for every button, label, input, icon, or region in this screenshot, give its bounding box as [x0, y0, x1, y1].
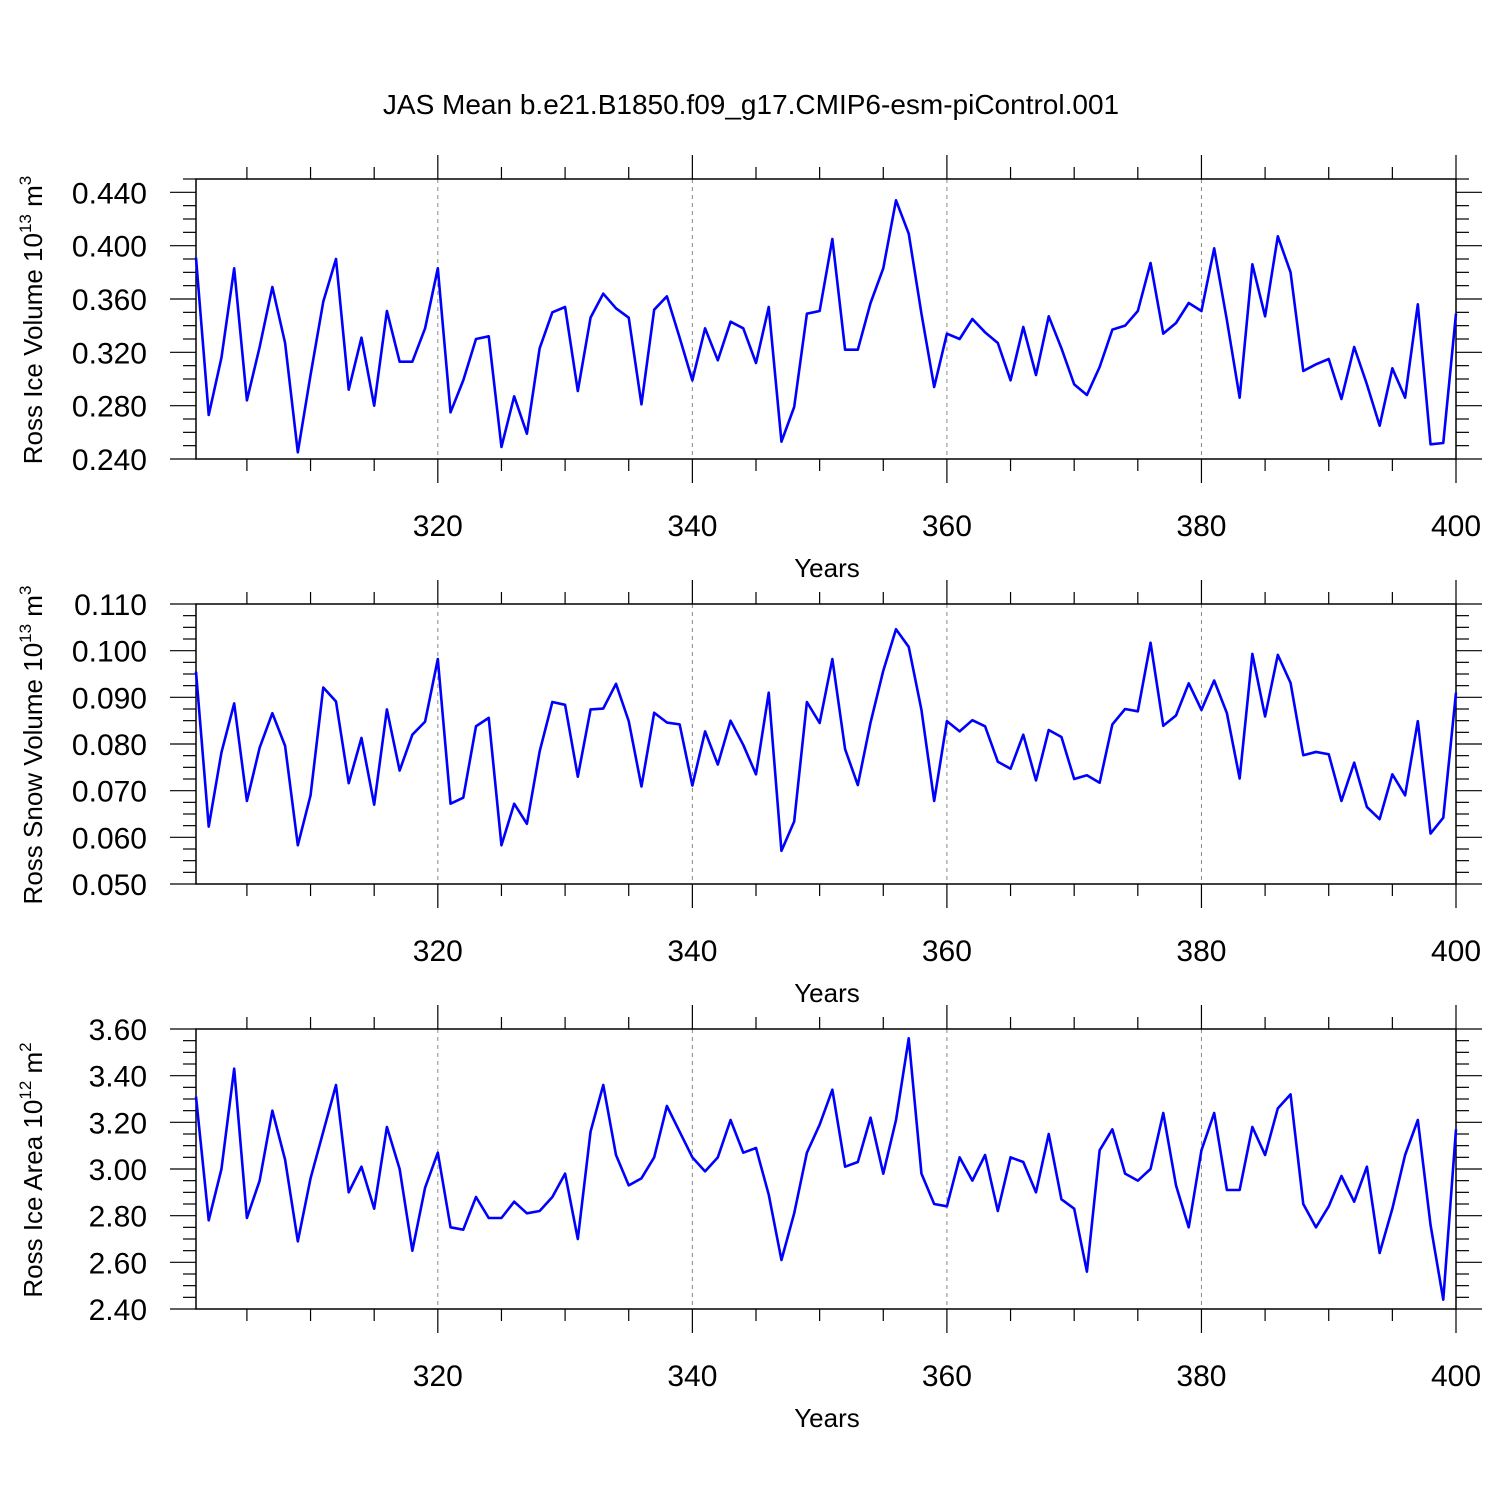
y-tick-label: 0.090	[72, 682, 147, 715]
y-tick-label: 0.080	[72, 729, 147, 762]
x-tick-label: 380	[1176, 1360, 1226, 1393]
y-tick-label: 0.360	[72, 284, 147, 317]
plot-frame	[195, 1028, 1457, 1310]
y-tick-label: 2.80	[89, 1201, 147, 1234]
x-tick-label: 360	[922, 1360, 972, 1393]
x-tick-label: 320	[413, 1360, 463, 1393]
y-tick-label: 0.060	[72, 822, 147, 855]
y-tick-label: 0.050	[72, 869, 147, 902]
panel-ross-ice-volume: 0.240 0.280 0.320 0.360 0.400 0.440 320 340 360 3…	[16, 155, 1482, 583]
y-axis-label-exp: 13	[16, 214, 35, 233]
y-axis-label-main: Ross Ice Volume 10	[18, 233, 48, 464]
y-tick-label: 0.440	[72, 177, 147, 210]
chart-title: JAS Mean b.e21.B1850.f09_g17.CMIP6-esm-p…	[383, 89, 1119, 120]
x-axis-label: Years	[794, 1403, 860, 1433]
plot-frame	[195, 603, 1457, 885]
x-tick-label: 320	[413, 935, 463, 968]
series-line-ross-snow-volume	[194, 627, 1458, 853]
y-axis-label: Ross Snow Volume 1013 m3	[16, 586, 48, 905]
y-axis-label-unit: m	[18, 595, 48, 624]
y-tick-label: 0.070	[72, 776, 147, 809]
y-axis-label-unit_exp: 3	[16, 586, 35, 595]
x-tick-label: 340	[667, 935, 717, 968]
y-tick-label: 3.40	[89, 1061, 147, 1094]
y-axis-label-main: Ross Ice Area 10	[18, 1100, 48, 1298]
y-tick-label: 0.320	[72, 337, 147, 370]
y-tick-label: 2.60	[89, 1247, 147, 1280]
y-tick-label: 3.00	[89, 1154, 147, 1187]
x-tick-label: 400	[1431, 510, 1481, 543]
panel-ross-ice-area: 2.40 2.60 2.80 3.00 3.20 3.40 3.60 320 340 360 380…	[16, 1005, 1482, 1433]
x-axis-label: Years	[794, 553, 860, 583]
y-axis-label-unit: m	[18, 185, 48, 214]
y-tick-label: 3.20	[89, 1107, 147, 1140]
y-axis-label-main: Ross Snow Volume 10	[18, 643, 48, 905]
x-tick-label: 360	[922, 935, 972, 968]
y-axis-label-exp: 12	[16, 1081, 35, 1100]
x-axis-label: Years	[794, 978, 860, 1008]
x-tick-label: 340	[667, 510, 717, 543]
y-tick-label: 0.100	[72, 636, 147, 669]
y-tick-label: 2.40	[89, 1294, 147, 1327]
y-axis-label: Ross Ice Area 1012 m2	[16, 1042, 48, 1297]
y-tick-label: 0.240	[72, 444, 147, 477]
y-axis-label-unit_exp: 2	[16, 1042, 35, 1051]
y-tick-label: 0.400	[72, 231, 147, 264]
x-tick-label: 340	[667, 1360, 717, 1393]
x-tick-label: 360	[922, 510, 972, 543]
y-tick-label: 0.110	[74, 589, 147, 622]
y-axis-label: Ross Ice Volume 1013 m3	[16, 176, 48, 465]
y-tick-label: 3.60	[89, 1014, 147, 1047]
series-line-ross-ice-volume	[194, 199, 1458, 454]
y-axis-label-unit: m	[18, 1052, 48, 1081]
x-tick-label: 380	[1176, 510, 1226, 543]
x-tick-label: 380	[1176, 935, 1226, 968]
series-line-ross-ice-area	[194, 1037, 1458, 1301]
x-tick-label: 400	[1431, 935, 1481, 968]
y-axis-label-unit_exp: 3	[16, 176, 35, 185]
y-tick-label: 0.280	[72, 391, 147, 424]
x-tick-label: 320	[413, 510, 463, 543]
x-tick-label: 400	[1431, 1360, 1481, 1393]
y-axis-label-exp: 13	[16, 624, 35, 643]
